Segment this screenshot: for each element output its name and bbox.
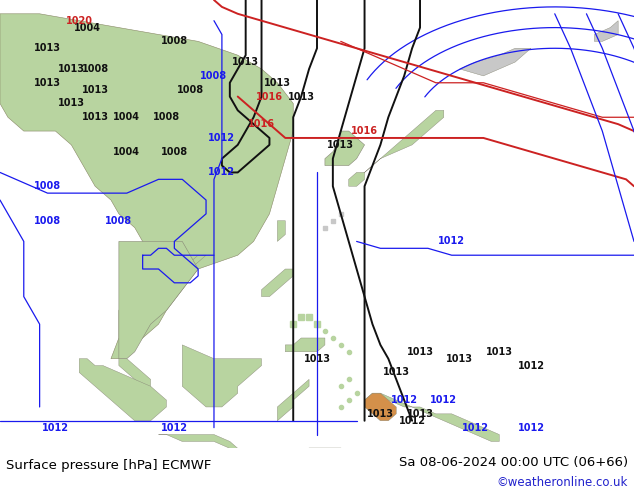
Polygon shape [190, 255, 206, 269]
Text: 1004: 1004 [113, 147, 140, 157]
Text: 1013: 1013 [383, 368, 410, 377]
Polygon shape [119, 242, 198, 359]
Text: 1008: 1008 [161, 36, 188, 47]
Text: 1012: 1012 [430, 395, 457, 405]
Text: 1013: 1013 [58, 98, 85, 108]
Text: 1012: 1012 [462, 423, 489, 433]
Text: 1012: 1012 [209, 133, 235, 143]
Polygon shape [183, 345, 261, 407]
Text: 1004: 1004 [113, 112, 140, 122]
Polygon shape [278, 220, 285, 242]
Text: 1013: 1013 [288, 92, 314, 101]
Text: 1016: 1016 [351, 126, 378, 136]
Polygon shape [365, 393, 500, 441]
Polygon shape [309, 448, 341, 455]
Text: 1013: 1013 [327, 140, 354, 150]
Text: 1013: 1013 [446, 354, 473, 364]
Text: 1008: 1008 [200, 71, 228, 81]
Text: 1012: 1012 [438, 236, 465, 246]
Text: 1004: 1004 [74, 23, 101, 33]
Polygon shape [0, 14, 293, 359]
Text: 1013: 1013 [34, 43, 61, 53]
Text: 1012: 1012 [517, 361, 545, 370]
Text: Surface pressure [hPa] ECMWF: Surface pressure [hPa] ECMWF [6, 459, 212, 471]
Polygon shape [261, 269, 293, 296]
Text: 1013: 1013 [82, 85, 108, 95]
Text: 1016: 1016 [248, 119, 275, 129]
Polygon shape [119, 359, 150, 386]
Polygon shape [285, 338, 325, 352]
Polygon shape [365, 393, 396, 421]
Text: 1013: 1013 [367, 409, 394, 419]
Text: 1016: 1016 [256, 92, 283, 101]
Polygon shape [79, 359, 166, 421]
Text: 1013: 1013 [82, 112, 108, 122]
Polygon shape [278, 379, 309, 421]
Polygon shape [460, 49, 531, 76]
Polygon shape [349, 172, 365, 186]
Text: 1008: 1008 [82, 64, 108, 74]
Text: 1008: 1008 [105, 216, 133, 226]
Polygon shape [595, 21, 618, 41]
Text: 1013: 1013 [232, 57, 259, 67]
Polygon shape [356, 110, 444, 179]
Text: 1008: 1008 [153, 112, 180, 122]
Text: 1013: 1013 [406, 409, 434, 419]
Text: 1013: 1013 [264, 78, 291, 88]
Text: 1012: 1012 [42, 423, 69, 433]
Text: 1008: 1008 [177, 85, 204, 95]
Text: 1013: 1013 [486, 347, 513, 357]
Text: 1008: 1008 [34, 181, 61, 191]
Text: 1012: 1012 [161, 423, 188, 433]
Polygon shape [158, 435, 238, 448]
Text: 1008: 1008 [161, 147, 188, 157]
Text: ©weatheronline.co.uk: ©weatheronline.co.uk [496, 476, 628, 489]
Text: 1008: 1008 [34, 216, 61, 226]
Text: 1013: 1013 [34, 78, 61, 88]
Text: 1013: 1013 [406, 347, 434, 357]
Text: 1012: 1012 [391, 395, 418, 405]
Text: Sa 08-06-2024 00:00 UTC (06+66): Sa 08-06-2024 00:00 UTC (06+66) [399, 456, 628, 469]
Text: 1012: 1012 [399, 416, 425, 426]
Text: 1012: 1012 [209, 168, 235, 177]
Text: 1012: 1012 [517, 423, 545, 433]
Text: 1013: 1013 [304, 354, 330, 364]
Text: 1020: 1020 [66, 16, 93, 25]
Polygon shape [325, 131, 365, 166]
Text: 1013: 1013 [58, 64, 85, 74]
